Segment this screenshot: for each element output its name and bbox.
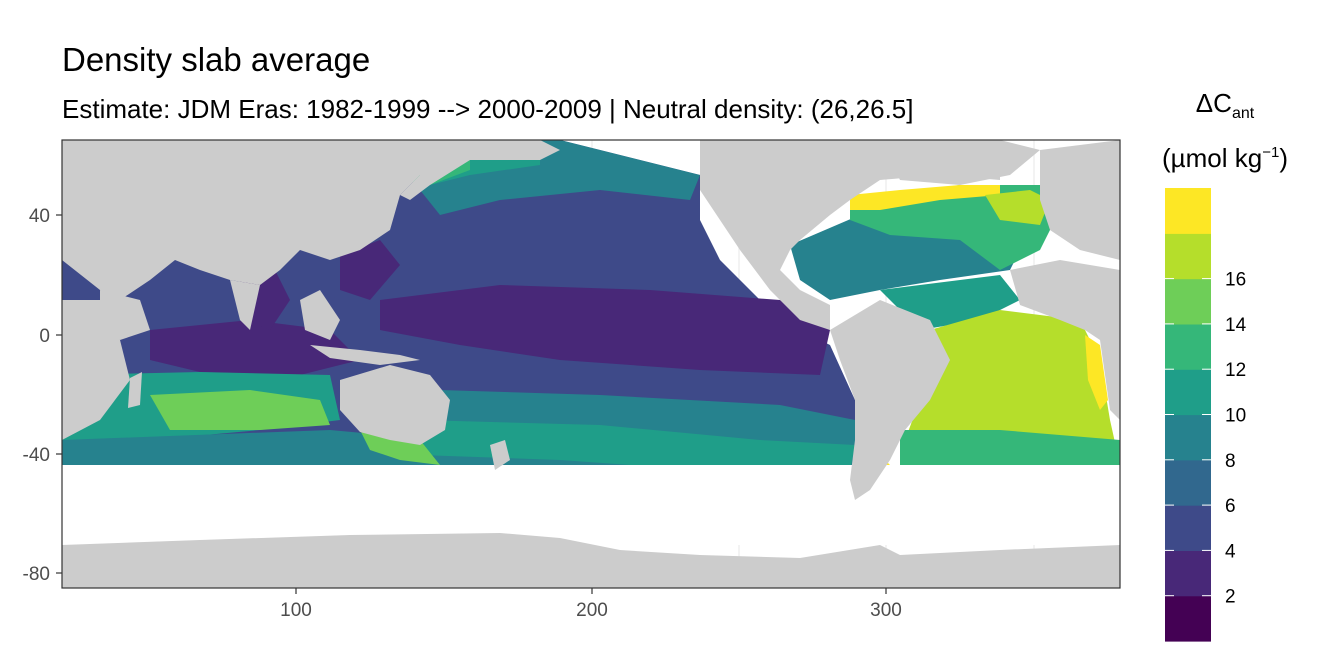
equatorial-pacific-lowest bbox=[340, 240, 400, 300]
land-indonesia bbox=[310, 345, 420, 365]
no-data-band-2 bbox=[62, 500, 1120, 545]
legend-swatch-0 bbox=[1165, 595, 1211, 642]
land-greenland bbox=[880, 140, 1040, 185]
equatorial-pacific-low bbox=[380, 285, 830, 375]
y-tick-label-40: 40 bbox=[29, 206, 50, 227]
legend-label-16: 16 bbox=[1225, 270, 1246, 291]
south-atlantic bbox=[905, 310, 1120, 465]
legend-label-4: 4 bbox=[1225, 541, 1236, 562]
land-africa-west bbox=[1010, 260, 1120, 340]
legend-swatch-9 bbox=[1165, 188, 1211, 234]
legend-swatch-8 bbox=[1165, 233, 1211, 280]
land bbox=[62, 140, 1120, 588]
legend-swatch-3 bbox=[1165, 459, 1211, 506]
legend-title-subscript: ant bbox=[1231, 105, 1255, 122]
land-africa-south bbox=[1100, 340, 1120, 420]
benguela-yellow bbox=[1085, 335, 1108, 410]
legend-swatch-5 bbox=[1165, 369, 1211, 416]
axis-labels: 40 0 -40 -80 100 200 300 bbox=[23, 206, 902, 621]
southern-indian-green bbox=[150, 390, 330, 430]
legend-units-prefix: (µmol kg bbox=[1162, 143, 1263, 173]
land-madagascar bbox=[128, 372, 142, 408]
tasman-green bbox=[360, 430, 440, 465]
y-tick-label-0: 0 bbox=[39, 326, 50, 347]
legend-swatch-4 bbox=[1165, 414, 1211, 461]
land-south-america bbox=[830, 300, 950, 500]
legend-colorbar bbox=[1165, 188, 1211, 642]
legend-label-14: 14 bbox=[1225, 315, 1247, 336]
legend-swatch-2 bbox=[1165, 505, 1211, 551]
panel-border bbox=[61, 139, 1121, 589]
legend-title: ΔCant bbox=[1150, 88, 1300, 129]
land-india bbox=[230, 280, 260, 330]
legend-labels: 2 4 6 8 10 12 14 16 bbox=[1225, 270, 1247, 608]
legend-label-6: 6 bbox=[1225, 496, 1236, 517]
legend-label-8: 8 bbox=[1225, 451, 1236, 472]
indian-ocean-low bbox=[150, 320, 360, 375]
legend-units-exponent: −1 bbox=[1262, 144, 1280, 161]
map-panel bbox=[62, 140, 1120, 588]
legend-swatch-1 bbox=[1165, 550, 1211, 597]
land-north-america bbox=[700, 140, 1000, 330]
land-africa-east bbox=[62, 300, 130, 440]
map-subtitle: Estimate: JDM Eras: 1982-1999 --> 2000-2… bbox=[62, 94, 914, 124]
legend-units: (µmol kg−1) bbox=[1150, 138, 1300, 173]
land-eurasia bbox=[62, 140, 420, 300]
legend-label-10: 10 bbox=[1225, 406, 1246, 427]
north-atlantic-light-green bbox=[985, 190, 1050, 225]
legend-units-suffix: ) bbox=[1279, 143, 1288, 173]
x-tick-label-200: 200 bbox=[576, 600, 608, 621]
legend-title-symbol: ΔC bbox=[1195, 88, 1232, 118]
south-pacific-green bbox=[420, 420, 855, 470]
legend-swatch-7 bbox=[1165, 278, 1211, 325]
legend-swatch-6 bbox=[1165, 323, 1211, 370]
land-new-zealand bbox=[490, 440, 510, 470]
legend-label-12: 12 bbox=[1225, 360, 1246, 381]
legend-label-2: 2 bbox=[1225, 587, 1236, 608]
x-tick-label-100: 100 bbox=[280, 600, 312, 621]
y-tick-label-minus80: -80 bbox=[23, 564, 50, 585]
y-tick-label-minus40: -40 bbox=[23, 445, 50, 466]
x-tick-label-300: 300 bbox=[870, 600, 902, 621]
land-antarctica bbox=[62, 533, 1120, 588]
land-southeast-asia bbox=[300, 290, 340, 340]
map-title: Density slab average bbox=[62, 41, 371, 78]
land-east-asia bbox=[400, 140, 560, 200]
axis-ticks bbox=[56, 214, 887, 594]
south-atlantic-lower bbox=[900, 430, 1120, 465]
land-europe bbox=[1040, 140, 1120, 260]
north-atlantic-yellow bbox=[850, 185, 1000, 210]
land-australia bbox=[340, 365, 450, 445]
